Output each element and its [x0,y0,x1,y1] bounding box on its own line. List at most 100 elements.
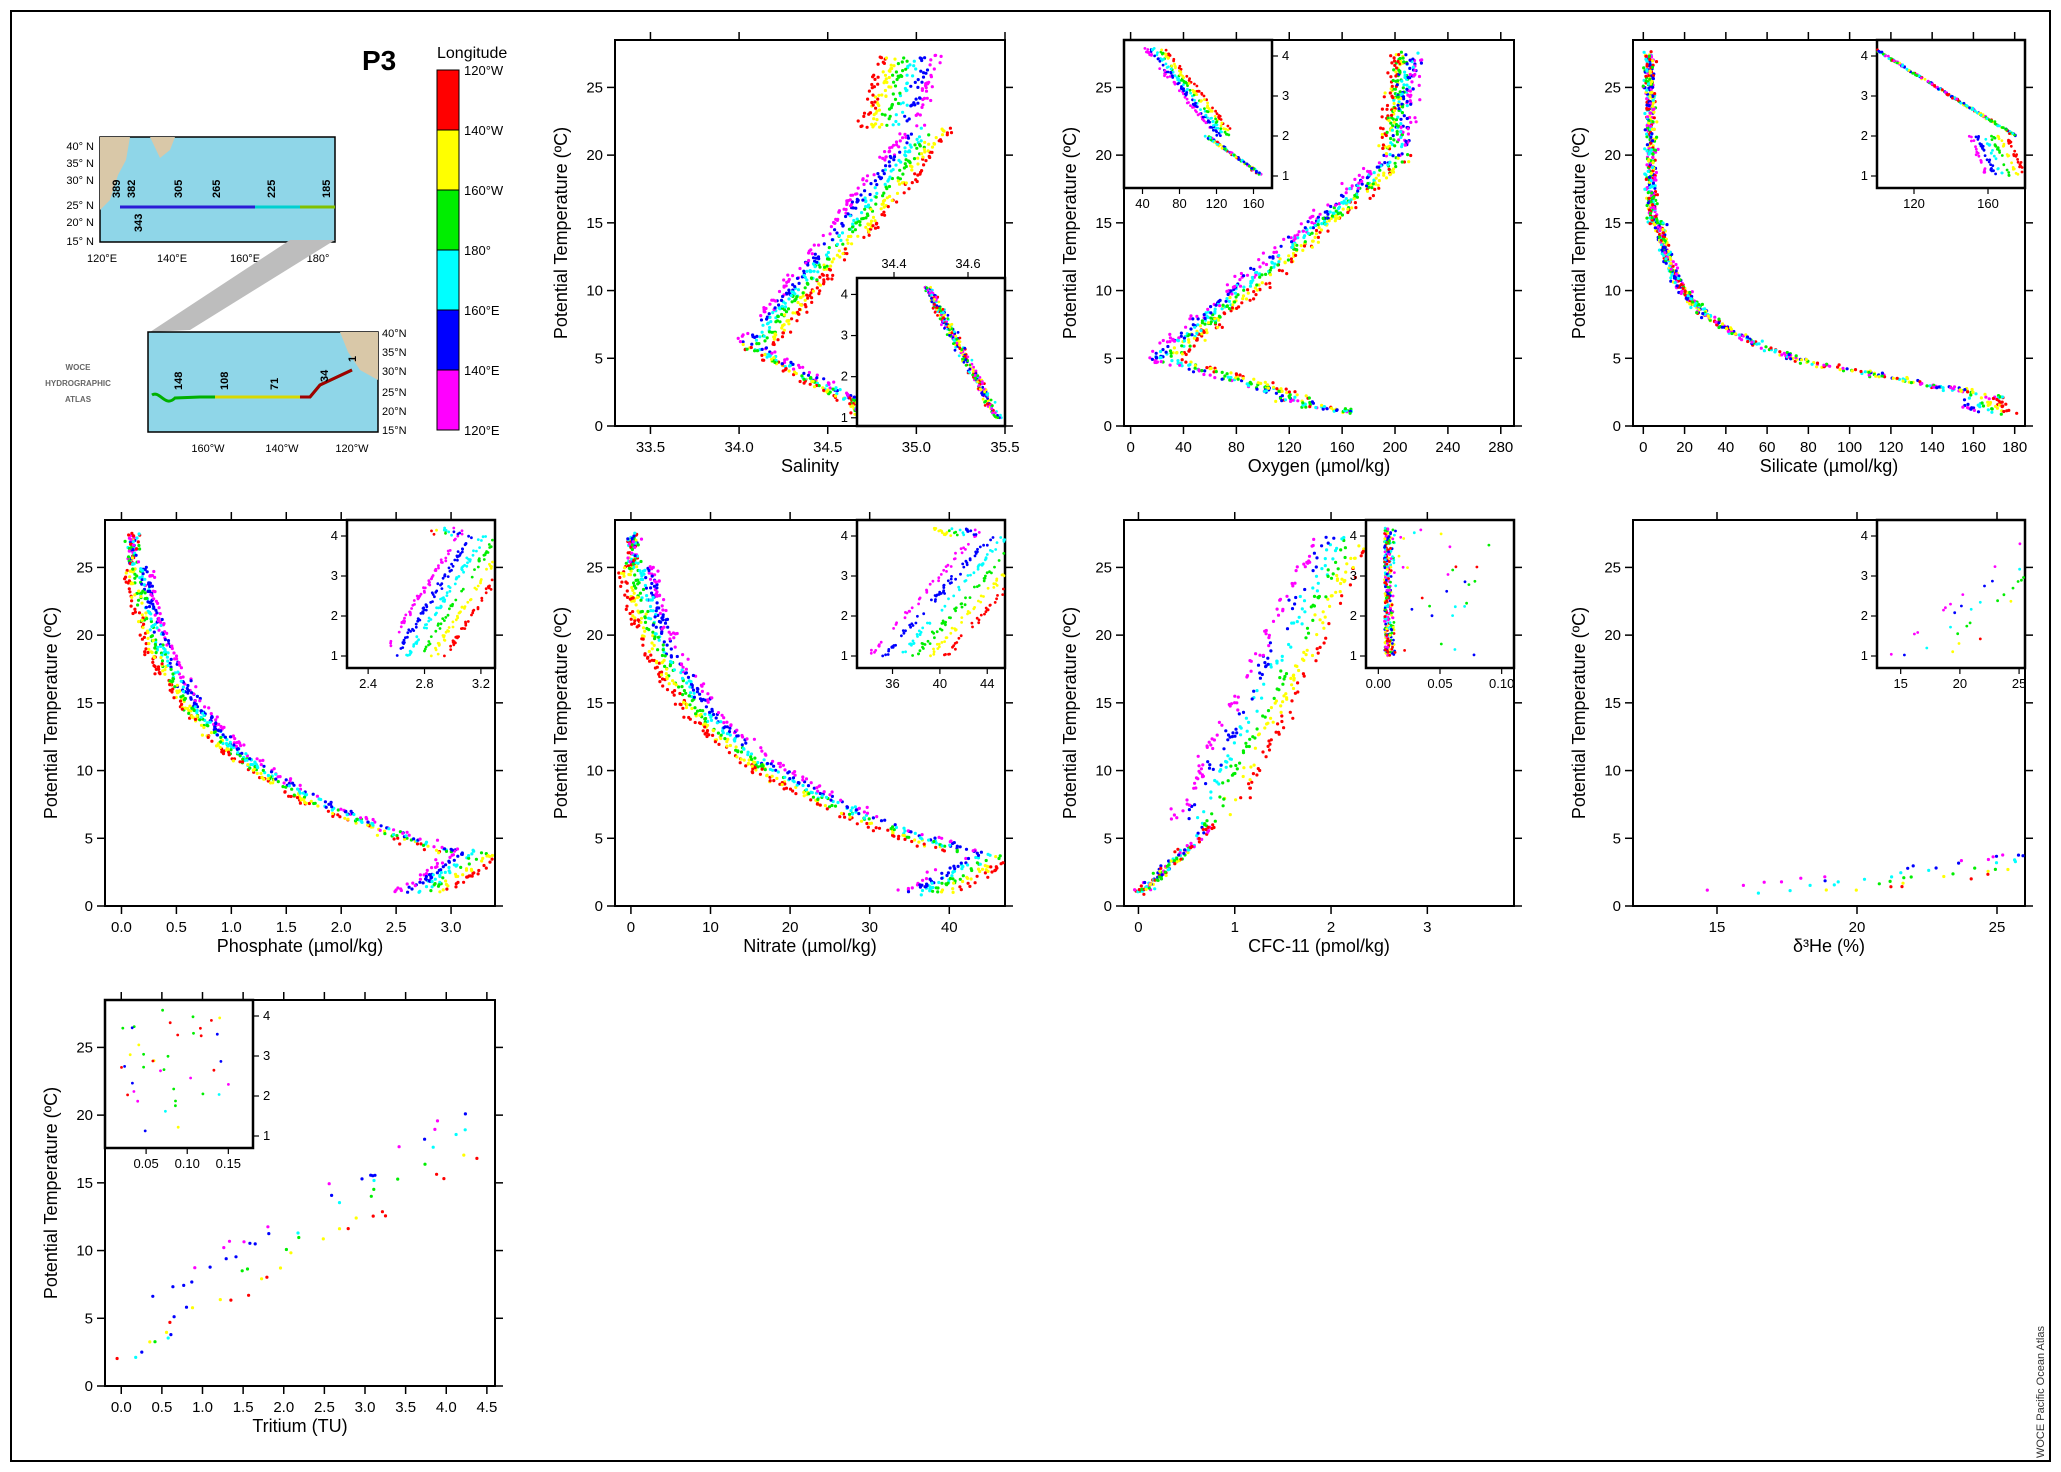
data-point [873,95,878,99]
data-point [1176,359,1180,363]
data-point [920,80,924,84]
data-point [1150,357,1154,361]
data-point [1209,311,1213,315]
data-point [1393,87,1397,91]
inset-point [1226,128,1230,132]
data-point [1706,314,1710,318]
data-point [1644,177,1648,181]
data-point [1318,212,1322,216]
inset-point [1219,127,1223,130]
data-point [1388,160,1392,164]
data-point [1673,281,1677,285]
data-point [875,118,879,122]
inset-point [1222,127,1226,131]
y-tick-label: 20 [586,147,603,164]
map-lon-label: 180° [307,253,330,265]
data-point [1206,315,1210,319]
data-point [396,836,400,840]
inset-point [928,291,932,295]
data-point [1273,246,1277,250]
data-point [1800,358,1804,362]
data-point [1405,62,1409,66]
data-point [839,238,843,242]
data-point [236,751,240,755]
data-point [438,890,442,894]
data-point [1264,272,1268,276]
data-point [762,334,766,338]
data-point [837,249,841,253]
data-point [1189,327,1193,331]
data-point [1409,102,1413,106]
inset-point [1979,113,1983,117]
data-point [1654,170,1658,175]
data-point [895,77,899,82]
data-point [830,260,834,264]
x-tick-label: 40 [1175,439,1192,456]
data-point [1648,222,1652,226]
data-point [309,799,313,803]
data-point [831,387,835,391]
data-point [1320,403,1324,407]
data-point [143,653,147,657]
data-point [896,62,901,66]
data-point [1264,282,1268,286]
data-point [1667,243,1671,247]
data-point [798,379,802,384]
data-point [916,162,920,166]
inset-point [1218,143,1222,147]
data-point [884,77,888,81]
inset-x-tick-label: 40 [1135,196,1149,211]
x-tick-label: 100 [1837,439,1862,456]
data-point [940,133,945,137]
inset-point [427,643,430,647]
data-point [927,142,931,146]
data-point [923,84,928,88]
inset-point [925,286,929,290]
inset-point [943,326,946,330]
data-point [864,204,868,209]
data-point [1233,274,1237,278]
data-point [1409,153,1413,158]
data-point [1316,235,1320,239]
data-point [1983,392,1987,396]
data-point [1642,50,1646,54]
data-point [146,650,150,655]
inset-point [1992,169,1995,173]
inset-point [960,348,964,352]
data-point [913,80,917,84]
data-point [143,650,147,654]
inset-point [955,337,959,341]
data-point [811,379,815,383]
inset-point [1996,124,1999,128]
data-point [346,817,350,821]
data-point [130,595,134,600]
data-point [912,59,916,63]
data-point [1416,51,1420,55]
data-point [1645,143,1649,147]
data-point [1419,58,1423,62]
data-point [780,326,784,330]
data-point [894,113,898,117]
data-point [1649,135,1653,139]
data-point [1386,145,1390,149]
data-point [928,155,932,160]
data-point [781,331,785,335]
data-point [215,733,219,737]
colorbar-swatch [436,129,460,191]
data-point [1268,255,1272,259]
data-point [772,356,776,360]
data-point [1246,288,1250,292]
data-point [1234,295,1238,299]
data-point [1182,339,1186,343]
x-tick-label: 35.5 [990,439,1019,456]
data-point [1192,344,1196,348]
data-point [1303,226,1307,230]
data-point [441,876,445,880]
data-point [801,365,805,369]
data-point [1641,84,1645,88]
data-point [875,221,879,225]
data-point [1288,393,1292,397]
data-point [269,770,274,774]
inset-point [1993,143,1997,147]
